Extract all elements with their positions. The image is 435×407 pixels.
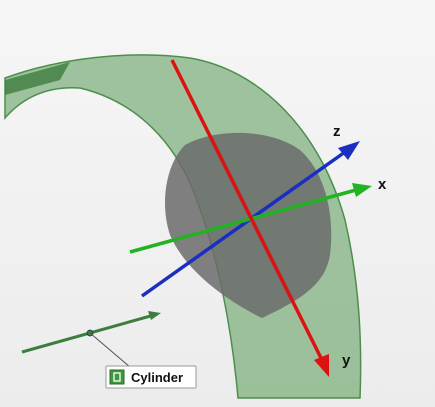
z-arrowhead	[338, 141, 360, 160]
x-label: x	[378, 176, 387, 193]
y-axis	[170, 59, 324, 361]
direction-arrowhead	[148, 311, 161, 320]
feature-icon-glyph	[113, 372, 121, 382]
x-arrowhead	[352, 183, 372, 197]
band-edge	[5, 62, 70, 95]
x-axis	[129, 188, 357, 254]
z-label: z	[333, 123, 341, 140]
section-face	[165, 132, 332, 318]
y-arrowhead	[314, 354, 329, 377]
y-label: y	[342, 352, 351, 369]
feature-label: Cylinder	[131, 370, 183, 385]
feature-icon	[109, 369, 125, 385]
leader-line	[89, 332, 131, 368]
z-axis	[140, 150, 347, 298]
feature-tag[interactable]	[105, 365, 197, 389]
